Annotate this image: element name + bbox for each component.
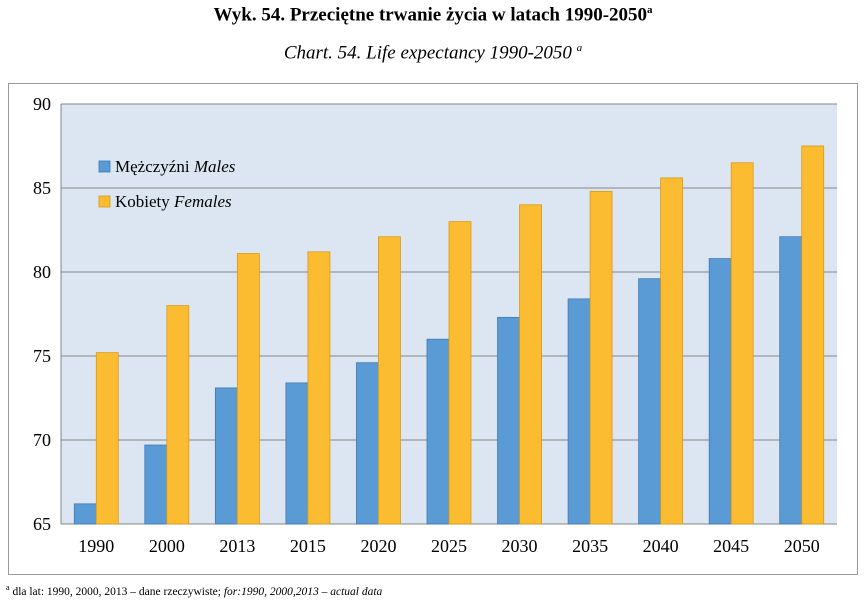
x-tick-label: 2000 <box>149 536 185 556</box>
y-tick-label: 90 <box>33 94 51 114</box>
legend-label-females: Kobiety Females <box>115 192 232 211</box>
bar-females <box>237 254 259 524</box>
bar-females <box>449 222 471 524</box>
bar-chart: 65 70 75 80 85 90 1990 2000 2013 2015 2020 2025 2030… <box>9 84 859 576</box>
legend-swatch-females <box>99 196 110 207</box>
legend-swatch-males <box>99 161 110 172</box>
y-tick-label: 75 <box>33 346 51 366</box>
footnote: a dla lat: 1990, 2000, 2013 – dane rzecz… <box>6 583 382 598</box>
bar-males <box>286 383 308 524</box>
bar-females <box>378 237 400 524</box>
x-tick-label: 2030 <box>502 536 538 556</box>
x-tick-label: 1990 <box>78 536 114 556</box>
bar-females <box>520 205 542 524</box>
x-tick-label: 2025 <box>431 536 467 556</box>
bar-males <box>709 259 731 524</box>
bar-males <box>74 504 96 524</box>
x-tick-label: 2035 <box>572 536 608 556</box>
x-tick-label: 2013 <box>219 536 255 556</box>
y-tick-label: 65 <box>33 514 51 534</box>
chart-title: Wyk. 54. Przeciętne trwanie życia w lata… <box>0 4 866 26</box>
chart-area: 65 70 75 80 85 90 1990 2000 2013 2015 2020 2025 2030… <box>8 83 858 575</box>
x-tick-label: 2050 <box>784 536 820 556</box>
bar-females <box>96 353 118 524</box>
chart-subtitle: Chart. 54. Life expectancy 1990-2050 a <box>0 42 866 64</box>
bar-males <box>780 237 802 524</box>
bar-males <box>215 388 237 524</box>
x-tick-label: 2040 <box>643 536 679 556</box>
bar-females <box>590 191 612 524</box>
y-tick-label: 70 <box>33 430 51 450</box>
bar-males <box>356 363 378 524</box>
bar-males <box>639 279 661 524</box>
bar-males <box>427 339 449 524</box>
x-tick-label: 2045 <box>713 536 749 556</box>
bar-females <box>661 178 683 524</box>
bar-males <box>568 299 590 524</box>
bar-females <box>167 306 189 524</box>
bar-females <box>802 146 824 524</box>
x-tick-label: 2020 <box>360 536 396 556</box>
y-tick-label: 80 <box>33 262 51 282</box>
y-tick-label: 85 <box>33 178 51 198</box>
legend-label-males: Mężczyźni Males <box>115 157 236 176</box>
bar-females <box>731 163 753 524</box>
x-tick-label: 2015 <box>290 536 326 556</box>
bar-males <box>145 445 167 524</box>
bar-females <box>308 252 330 524</box>
bar-males <box>498 317 520 524</box>
